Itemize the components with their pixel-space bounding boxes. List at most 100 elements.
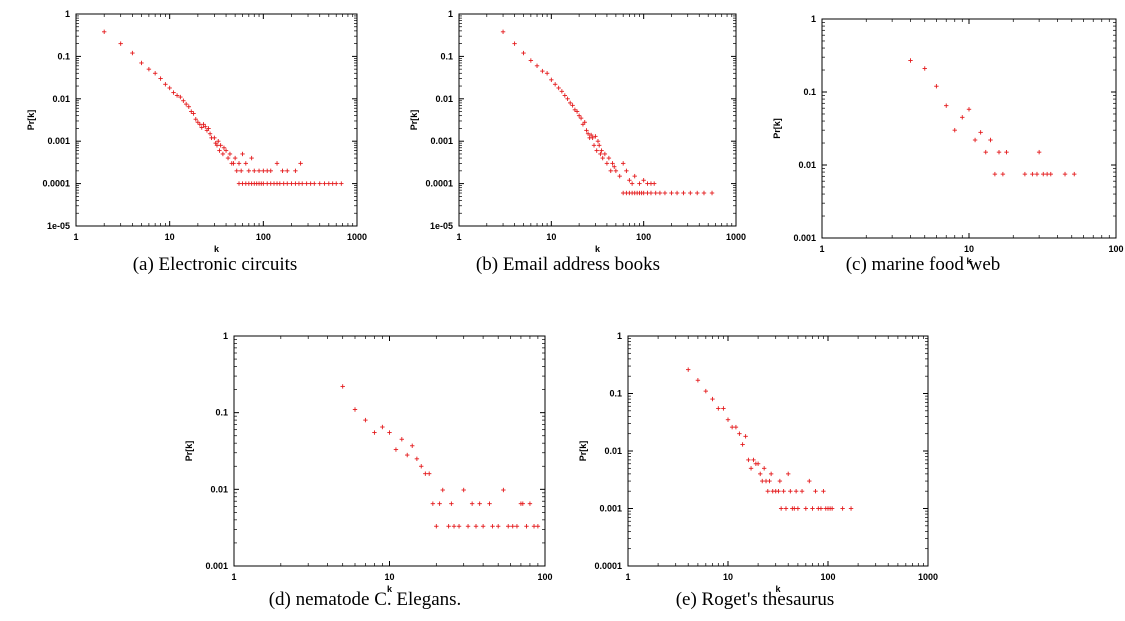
data-point	[786, 471, 791, 477]
x-axis-title: k	[387, 584, 393, 594]
data-point	[624, 168, 629, 174]
y-tick-label: 0.01	[435, 94, 453, 104]
data-point	[158, 76, 163, 81]
data-point	[641, 190, 646, 196]
data-point	[793, 488, 799, 494]
data-point	[767, 478, 772, 484]
data-point	[681, 190, 686, 196]
data-point	[399, 437, 405, 442]
data-point	[393, 447, 399, 452]
data-point	[606, 155, 612, 161]
caption-c: (c) marine food web	[845, 254, 1001, 275]
chart-d: 1 10 100 1 0.1 0.01 0.001 k Pr[k]	[184, 331, 553, 594]
y-tick-label: 0.1	[609, 389, 622, 399]
data-point	[240, 151, 245, 157]
data-point	[167, 85, 172, 91]
data-point	[648, 190, 654, 196]
y-tick-label: 0.0001	[42, 179, 70, 189]
data-point	[588, 132, 594, 138]
data-point	[818, 506, 824, 511]
data-point	[599, 148, 604, 153]
data-point	[972, 137, 978, 143]
data-point	[419, 464, 424, 469]
data-point	[363, 417, 368, 423]
data-point	[289, 181, 294, 186]
y-tick-label: 1	[448, 9, 453, 19]
data-point	[231, 161, 236, 166]
data-point	[848, 506, 854, 511]
y-tick-label: 0.001	[205, 561, 228, 571]
data-point	[512, 41, 517, 46]
data-point	[829, 506, 835, 511]
chart-panel-b: 1 10 100 1000 1 0.1 0.01 0.001 0.0001 1e-05 k Pr[k]…	[375, 0, 750, 310]
data-point	[178, 94, 183, 100]
y-tick-label: 1	[65, 9, 70, 19]
data-point	[595, 139, 601, 144]
data-point	[657, 190, 663, 196]
data-point	[521, 50, 526, 56]
data-point	[534, 63, 540, 69]
data-point	[261, 168, 266, 174]
data-point	[992, 171, 998, 177]
data-point	[252, 168, 257, 174]
data-point	[591, 143, 597, 148]
y-axis-title: Pr[k]	[578, 441, 588, 462]
data-point	[777, 478, 783, 484]
data-point	[217, 148, 222, 153]
chart-panel-a: 1 10 100 1000 1 0.1 0.01 0.001 0.0001 1e-05 k Pr[k]…	[0, 0, 375, 310]
x-tick-label: 100	[820, 572, 835, 582]
data-point	[500, 29, 506, 35]
data-point	[674, 190, 680, 196]
caption-e: (e) Roget's thesaurus	[675, 589, 835, 610]
data-point	[556, 85, 561, 91]
data-point	[1030, 171, 1035, 177]
y-tick-label: 1e-05	[47, 221, 70, 231]
data-point	[339, 181, 344, 186]
y-tick-label: 0.01	[604, 446, 622, 456]
data-point	[317, 181, 322, 186]
data-point	[725, 417, 731, 422]
data-point	[944, 103, 949, 108]
data-point	[768, 471, 774, 477]
y-tick-label: 0.001	[430, 136, 453, 146]
x-tick-label: 1	[819, 244, 824, 254]
data-point	[326, 181, 332, 186]
data-point	[322, 181, 327, 186]
data-point	[152, 71, 158, 76]
x-tick-label: 100	[636, 232, 651, 242]
data-point	[206, 126, 211, 131]
data-point	[451, 524, 457, 529]
y-tick-label: 1	[223, 331, 228, 341]
y-tick-label: 0.01	[52, 94, 70, 104]
data-point	[597, 143, 602, 148]
data-point	[1062, 171, 1068, 177]
data-point	[807, 478, 812, 484]
y-tick-label: 0.1	[215, 408, 228, 418]
data-point	[978, 130, 983, 135]
data-point	[721, 406, 726, 411]
data-point	[703, 388, 709, 394]
data-point	[487, 501, 492, 506]
x-axis-title: k	[595, 244, 601, 254]
data-point	[293, 168, 298, 174]
y-axis-title: Pr[k]	[26, 110, 36, 131]
data-point	[669, 190, 674, 196]
x-tick-label: 1000	[918, 572, 938, 582]
data-point	[495, 524, 501, 529]
data-point	[821, 488, 826, 494]
data-point	[405, 452, 410, 458]
data-point	[574, 109, 580, 114]
data-point	[988, 137, 993, 143]
data-point	[510, 524, 515, 529]
data-point	[340, 384, 345, 389]
data-point	[181, 98, 186, 103]
data-point	[629, 181, 635, 186]
data-point	[576, 113, 582, 118]
data-point	[193, 117, 198, 122]
data-point	[590, 135, 595, 141]
data-point	[737, 431, 742, 436]
data-point	[520, 501, 526, 506]
data-point	[934, 84, 939, 89]
data-point	[540, 68, 545, 74]
x-tick-label: 1	[625, 572, 630, 582]
